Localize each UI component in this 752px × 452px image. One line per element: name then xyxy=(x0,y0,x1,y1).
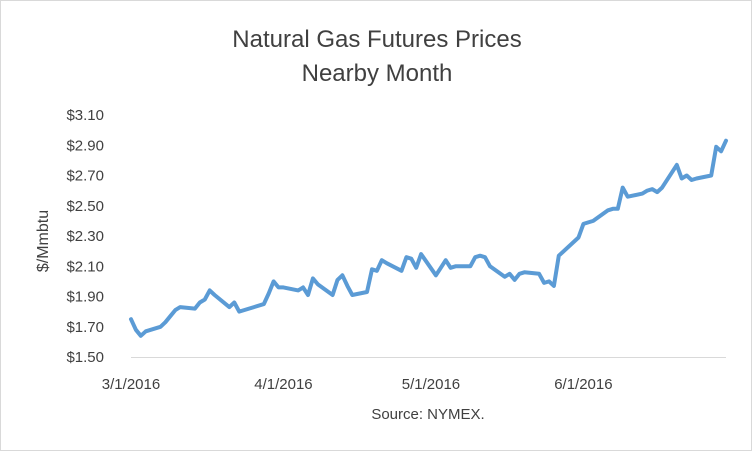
x-axis-ticks: 3/1/2016 4/1/2016 5/1/2016 6/1/2016 xyxy=(102,376,613,393)
x-tick-label: 4/1/2016 xyxy=(254,376,312,393)
y-axis-label: $/Mmbtu xyxy=(35,210,52,272)
y-tick-label: $2.50 xyxy=(66,198,104,215)
source-note: Source: NYMEX. xyxy=(371,406,484,423)
chart-subtitle: Nearby Month xyxy=(302,60,453,87)
y-tick-label: $3.10 xyxy=(66,107,104,124)
y-tick-label: $1.50 xyxy=(66,349,104,366)
y-axis-ticks: $1.50 $1.70 $1.90 $2.10 $2.30 $2.50 $2.70 $2.90… xyxy=(66,107,104,366)
x-tick-label: 5/1/2016 xyxy=(402,376,460,393)
chart-title: Natural Gas Futures Prices xyxy=(232,26,521,53)
series-line xyxy=(129,138,728,338)
y-tick-label: $2.10 xyxy=(66,258,104,275)
x-tick-label: 3/1/2016 xyxy=(102,376,160,393)
y-tick-label: $2.90 xyxy=(66,137,104,154)
x-tick-label: 6/1/2016 xyxy=(554,376,612,393)
y-tick-label: $1.70 xyxy=(66,319,104,336)
y-tick-label: $1.90 xyxy=(66,289,104,306)
y-tick-label: $2.70 xyxy=(66,168,104,185)
y-tick-label: $2.30 xyxy=(66,228,104,245)
